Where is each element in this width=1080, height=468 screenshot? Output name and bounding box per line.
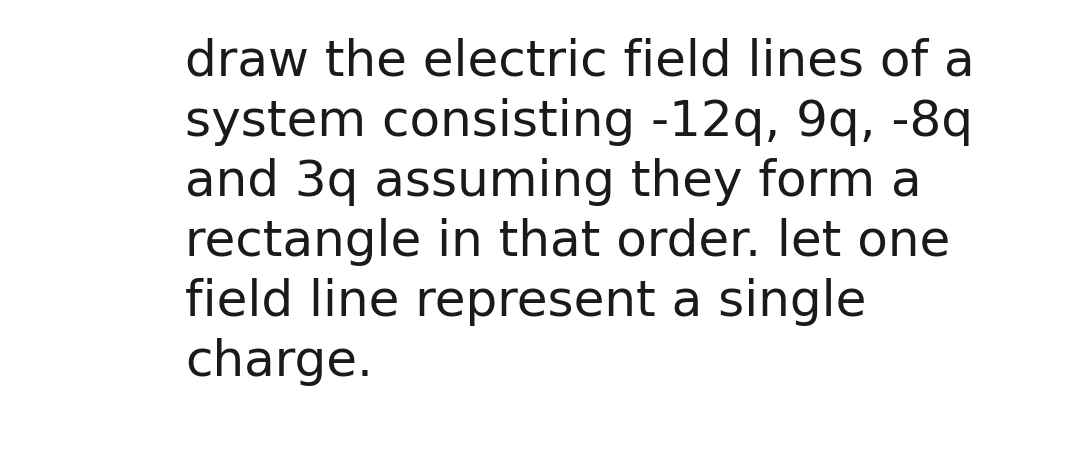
- Text: draw the electric field lines of a: draw the electric field lines of a: [185, 38, 974, 86]
- Text: charge.: charge.: [185, 338, 373, 386]
- Text: field line represent a single: field line represent a single: [185, 278, 866, 326]
- Text: and 3q assuming they form a: and 3q assuming they form a: [185, 158, 921, 206]
- Text: system consisting -12q, 9q, -8q: system consisting -12q, 9q, -8q: [185, 98, 973, 146]
- Text: rectangle in that order. let one: rectangle in that order. let one: [185, 218, 950, 266]
